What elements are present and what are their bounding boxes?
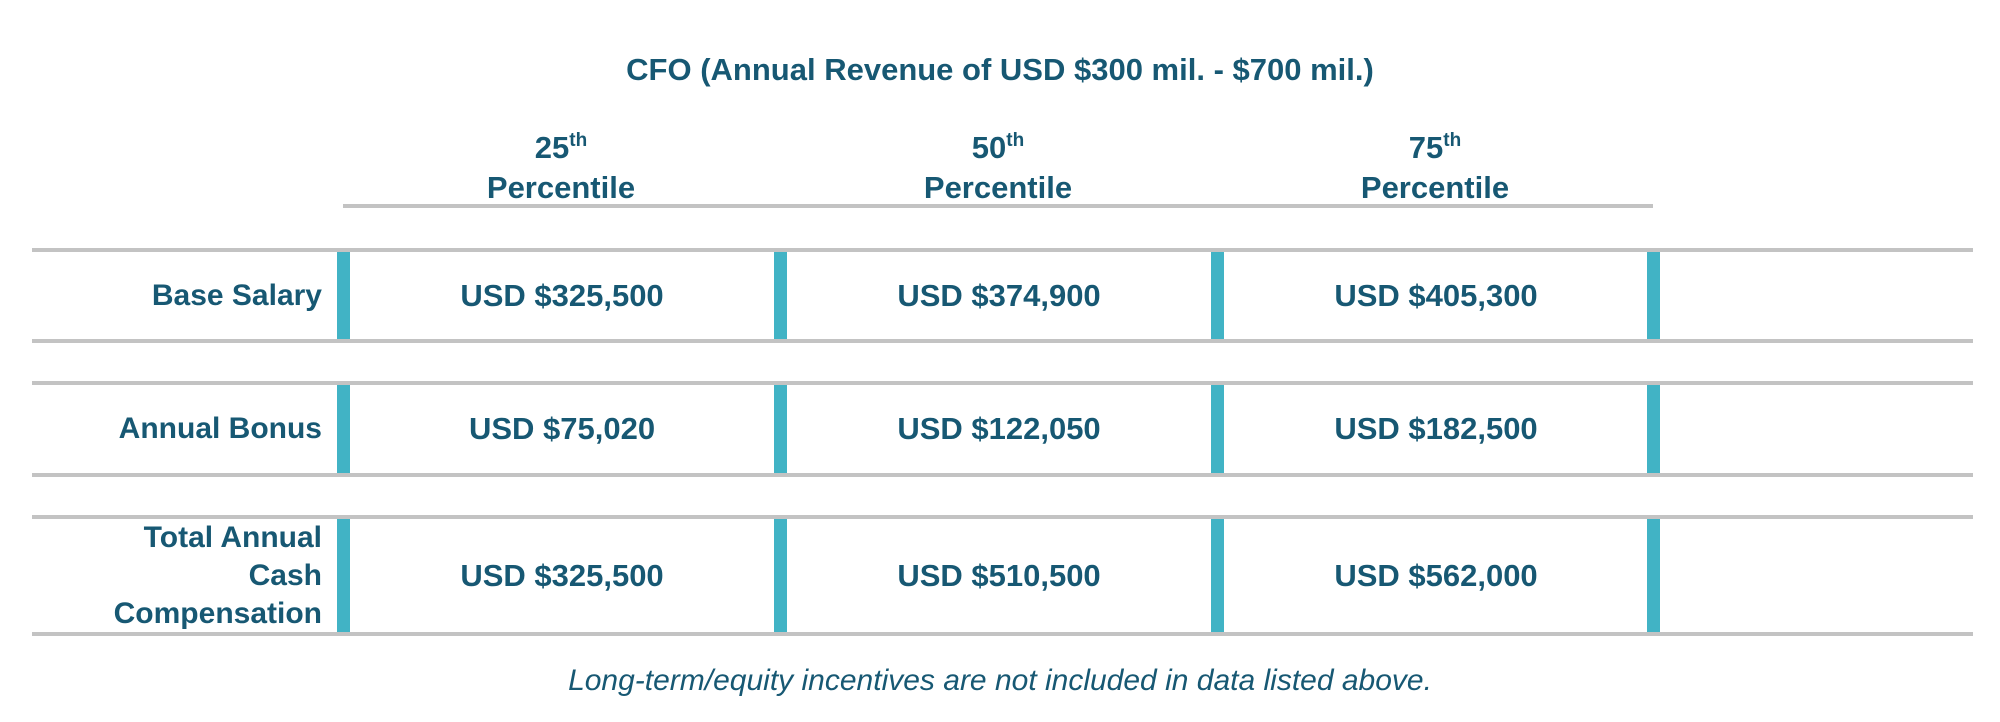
column-header-label: Percentile — [1360, 170, 1510, 205]
column-separator-bar — [774, 519, 787, 632]
row-label-total-annual-cash-compensation: Total Annual Cash Compensation — [40, 519, 322, 632]
row-label-base-salary: Base Salary — [151, 278, 322, 312]
column-header-25th: 25th Percentile — [343, 128, 779, 208]
column-separator-bar — [1211, 252, 1224, 339]
column-separator-bar — [1211, 385, 1224, 473]
column-separator-bar — [1647, 519, 1660, 632]
cell-base-salary-50th: USD $374,900 — [897, 277, 1101, 313]
column-separator-bar — [1647, 252, 1660, 339]
column-separator-bar — [774, 252, 787, 339]
row-divider — [32, 632, 1973, 636]
table-title: CFO (Annual Revenue of USD $300 mil. - $… — [626, 52, 1374, 87]
column-separator-bar — [1211, 519, 1224, 632]
row-label-annual-bonus: Annual Bonus — [118, 412, 322, 445]
cell-annual-bonus-50th: USD $122,050 — [897, 411, 1101, 446]
column-header-50th: 50th Percentile — [780, 128, 1216, 208]
cell-annual-bonus-25th: USD $75,020 — [468, 411, 656, 446]
column-header-number: 50th — [971, 130, 1025, 165]
column-header-label: Percentile — [486, 170, 636, 205]
cell-total-comp-75th: USD $562,000 — [1334, 557, 1538, 593]
column-separator-bar — [337, 519, 350, 632]
cell-total-comp-25th: USD $325,500 — [460, 557, 664, 593]
column-separator-bar — [1647, 385, 1660, 473]
cell-base-salary-75th: USD $405,300 — [1334, 277, 1538, 313]
column-separator-bar — [337, 385, 350, 473]
row-divider — [32, 473, 1973, 477]
row-label-line: Cash — [248, 558, 322, 592]
column-header-75th: 75th Percentile — [1217, 128, 1653, 208]
row-divider — [32, 339, 1973, 343]
row-divider — [32, 381, 1973, 385]
cell-total-comp-50th: USD $510,500 — [897, 557, 1101, 593]
column-separator-bar — [337, 252, 350, 339]
header-divider — [343, 204, 1653, 208]
row-divider — [32, 515, 1973, 519]
column-header-number: 75th — [1408, 130, 1462, 165]
row-label-line: Total Annual — [143, 520, 322, 554]
column-header-number: 25th — [534, 130, 588, 165]
column-separator-bar — [774, 385, 787, 473]
row-divider — [32, 248, 1973, 252]
column-header-label: Percentile — [923, 170, 1073, 205]
footnote: Long-term/equity incentives are not incl… — [568, 664, 1432, 697]
cell-base-salary-25th: USD $325,500 — [460, 277, 664, 313]
row-label-line: Compensation — [113, 596, 322, 630]
cell-annual-bonus-75th: USD $182,500 — [1334, 411, 1538, 446]
